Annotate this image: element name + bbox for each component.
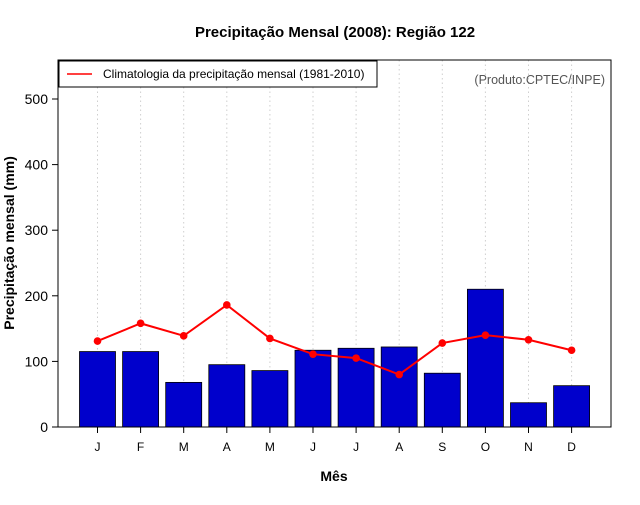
y-tick-label-2: 200 xyxy=(25,288,49,304)
climatology-point-0 xyxy=(93,337,102,345)
bar-10 xyxy=(510,402,547,428)
climatology-point-5 xyxy=(309,350,317,358)
x-axis-title: Mês xyxy=(320,468,347,484)
x-tick-label-5: J xyxy=(310,440,316,454)
x-tick-label-2: M xyxy=(179,440,189,454)
x-tick-label-0: J xyxy=(95,440,101,454)
y-tick-label-0: 0 xyxy=(40,419,48,435)
bar-5 xyxy=(294,349,332,428)
bar-8 xyxy=(423,372,461,428)
climatology-point-8 xyxy=(438,339,447,347)
climatology-point-6 xyxy=(352,354,360,362)
y-tick-label-4: 400 xyxy=(25,157,49,173)
y-axis: 0 100 200 300 400 500 xyxy=(25,91,58,435)
legend: Climatologia da precipitação mensal (198… xyxy=(58,60,378,88)
bar-9 xyxy=(466,288,504,428)
climatology-line-layer xyxy=(93,301,576,379)
bar-1 xyxy=(122,351,159,428)
x-tick-label-11: D xyxy=(567,440,576,454)
bar-0 xyxy=(79,351,116,428)
bar-2 xyxy=(165,381,203,428)
x-tick-label-4: M xyxy=(265,440,275,454)
legend-entry-climatology: Climatologia da precipitação mensal (198… xyxy=(103,67,364,81)
legend-box xyxy=(58,60,378,88)
climatology-point-4 xyxy=(266,334,274,343)
climatology-point-3 xyxy=(223,301,231,309)
climatology-point-1 xyxy=(136,319,145,328)
chart-title: Precipitação Mensal (2008): Região 122 xyxy=(195,24,475,41)
x-tick-label-8: S xyxy=(438,440,446,454)
x-tick-label-1: F xyxy=(137,440,144,454)
plot-frame xyxy=(57,59,612,428)
x-tick-label-9: O xyxy=(481,440,490,454)
climatology-point-2 xyxy=(179,332,188,340)
x-tick-label-7: A xyxy=(395,440,403,454)
product-credit: (Produto:CPTEC/INPE) xyxy=(474,73,605,87)
climatology-point-10 xyxy=(524,335,533,344)
climatology-point-11 xyxy=(567,346,576,355)
bar-4 xyxy=(251,370,289,428)
x-tick-label-6: J xyxy=(353,440,359,454)
climatology-point-7 xyxy=(395,370,404,379)
bar-3 xyxy=(208,364,246,428)
x-tick-label-10: N xyxy=(524,440,533,454)
bar-7 xyxy=(380,346,418,428)
y-axis-title: Precipitação mensal (mm) xyxy=(1,156,17,330)
bar-layer xyxy=(79,288,590,428)
y-tick-label-1: 100 xyxy=(25,353,49,369)
y-tick-label-3: 300 xyxy=(25,222,49,238)
y-tick-label-5: 500 xyxy=(25,91,49,107)
climatology-point-9 xyxy=(481,331,490,339)
x-tick-label-3: A xyxy=(223,440,231,454)
climatology-line xyxy=(97,303,572,376)
bar-11 xyxy=(553,385,590,428)
